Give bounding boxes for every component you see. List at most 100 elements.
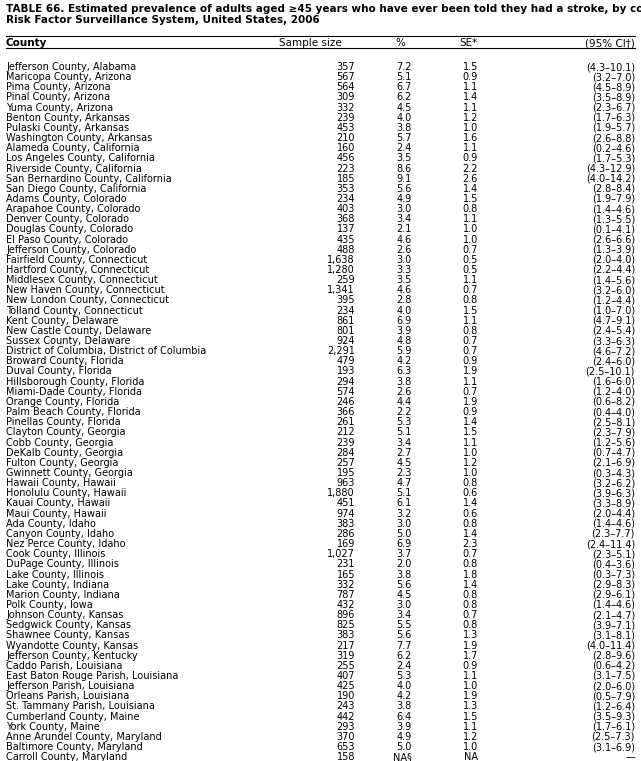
Text: (0.5–7.9): (0.5–7.9): [592, 691, 635, 702]
Text: (2.9–6.1): (2.9–6.1): [592, 590, 635, 600]
Text: 261: 261: [337, 417, 355, 427]
Text: (3.2–6.2): (3.2–6.2): [592, 478, 635, 488]
Text: Caddo Parish, Louisiana: Caddo Parish, Louisiana: [6, 661, 122, 671]
Text: 0.8: 0.8: [463, 600, 478, 610]
Text: 0.8: 0.8: [463, 590, 478, 600]
Text: Jefferson Parish, Louisiana: Jefferson Parish, Louisiana: [6, 681, 135, 691]
Text: 2.4: 2.4: [397, 661, 412, 671]
Text: 4.7: 4.7: [397, 478, 412, 488]
Text: Maricopa County, Arizona: Maricopa County, Arizona: [6, 72, 131, 82]
Text: (2.5–8.1): (2.5–8.1): [592, 417, 635, 427]
Text: 0.7: 0.7: [463, 245, 478, 255]
Text: Los Angeles County, California: Los Angeles County, California: [6, 154, 155, 164]
Text: 1.8: 1.8: [463, 569, 478, 579]
Text: Fulton County, Georgia: Fulton County, Georgia: [6, 458, 119, 468]
Text: 2.3: 2.3: [463, 539, 478, 549]
Text: Honolulu County, Hawaii: Honolulu County, Hawaii: [6, 489, 126, 498]
Text: 4.5: 4.5: [397, 103, 412, 113]
Text: 223: 223: [337, 164, 355, 174]
Text: (3.3–6.3): (3.3–6.3): [592, 336, 635, 346]
Text: 2.2: 2.2: [397, 407, 412, 417]
Text: 319: 319: [337, 651, 355, 661]
Text: Middlesex County, Connecticut: Middlesex County, Connecticut: [6, 275, 158, 285]
Text: 5.9: 5.9: [397, 346, 412, 356]
Text: 4.5: 4.5: [397, 590, 412, 600]
Text: Denver County, Colorado: Denver County, Colorado: [6, 215, 129, 224]
Text: 432: 432: [337, 600, 355, 610]
Text: 6.1: 6.1: [397, 498, 412, 508]
Text: 286: 286: [337, 529, 355, 539]
Text: 3.8: 3.8: [397, 569, 412, 579]
Text: 1.4: 1.4: [463, 417, 478, 427]
Text: 3.5: 3.5: [397, 154, 412, 164]
Text: (4.3–12.9): (4.3–12.9): [586, 164, 635, 174]
Text: 3.8: 3.8: [397, 377, 412, 387]
Text: 1.0: 1.0: [463, 447, 478, 457]
Text: 3.0: 3.0: [397, 519, 412, 529]
Text: (2.0–6.0): (2.0–6.0): [592, 681, 635, 691]
Text: 243: 243: [337, 702, 355, 712]
Text: (1.7–5.3): (1.7–5.3): [592, 154, 635, 164]
Text: 1.9: 1.9: [463, 397, 478, 407]
Text: (2.9–8.3): (2.9–8.3): [592, 580, 635, 590]
Text: 1,027: 1,027: [327, 549, 355, 559]
Text: 2.0: 2.0: [397, 559, 412, 569]
Text: 1.2: 1.2: [463, 113, 478, 123]
Text: 1.0: 1.0: [463, 742, 478, 752]
Text: 1.0: 1.0: [463, 123, 478, 133]
Text: 4.6: 4.6: [397, 234, 412, 244]
Text: 3.4: 3.4: [397, 610, 412, 620]
Text: 257: 257: [337, 458, 355, 468]
Text: Marion County, Indiana: Marion County, Indiana: [6, 590, 120, 600]
Text: Lake County, Indiana: Lake County, Indiana: [6, 580, 109, 590]
Text: 293: 293: [337, 721, 355, 732]
Text: 451: 451: [337, 498, 355, 508]
Text: DeKalb County, Georgia: DeKalb County, Georgia: [6, 447, 123, 457]
Text: York County, Maine: York County, Maine: [6, 721, 100, 732]
Text: 1.1: 1.1: [463, 215, 478, 224]
Text: 1.0: 1.0: [463, 681, 478, 691]
Text: 896: 896: [337, 610, 355, 620]
Text: 190: 190: [337, 691, 355, 702]
Text: 7.7: 7.7: [397, 641, 412, 651]
Text: 185: 185: [337, 174, 355, 183]
Text: 4.9: 4.9: [397, 732, 412, 742]
Text: 861: 861: [337, 316, 355, 326]
Text: El Paso County, Colorado: El Paso County, Colorado: [6, 234, 128, 244]
Text: Riverside County, California: Riverside County, California: [6, 164, 142, 174]
Text: (1.2–5.6): (1.2–5.6): [592, 438, 635, 447]
Text: 0.6: 0.6: [463, 489, 478, 498]
Text: 1.0: 1.0: [463, 468, 478, 478]
Text: 5.3: 5.3: [397, 671, 412, 681]
Text: (4.0–14.2): (4.0–14.2): [586, 174, 635, 183]
Text: 1.6: 1.6: [463, 133, 478, 143]
Text: (0.4–4.0): (0.4–4.0): [592, 407, 635, 417]
Text: 4.6: 4.6: [397, 285, 412, 295]
Text: 1.1: 1.1: [463, 316, 478, 326]
Text: Gwinnett County, Georgia: Gwinnett County, Georgia: [6, 468, 133, 478]
Text: 963: 963: [337, 478, 355, 488]
Text: 366: 366: [337, 407, 355, 417]
Text: East Baton Rouge Parish, Louisiana: East Baton Rouge Parish, Louisiana: [6, 671, 178, 681]
Text: 1.4: 1.4: [463, 498, 478, 508]
Text: 4.2: 4.2: [397, 691, 412, 702]
Text: (4.5–8.9): (4.5–8.9): [592, 82, 635, 92]
Text: 4.0: 4.0: [397, 306, 412, 316]
Text: 5.7: 5.7: [397, 133, 412, 143]
Text: (2.5–7.3): (2.5–7.3): [592, 732, 635, 742]
Text: (2.8–9.6): (2.8–9.6): [592, 651, 635, 661]
Text: Hawaii County, Hawaii: Hawaii County, Hawaii: [6, 478, 116, 488]
Text: Sussex County, Delaware: Sussex County, Delaware: [6, 336, 131, 346]
Text: (3.1–6.9): (3.1–6.9): [592, 742, 635, 752]
Text: 479: 479: [337, 356, 355, 366]
Text: Cook County, Illinois: Cook County, Illinois: [6, 549, 105, 559]
Text: Polk County, Iowa: Polk County, Iowa: [6, 600, 93, 610]
Text: (1.9–5.7): (1.9–5.7): [592, 123, 635, 133]
Text: 368: 368: [337, 215, 355, 224]
Text: Anne Arundel County, Maryland: Anne Arundel County, Maryland: [6, 732, 162, 742]
Text: (0.3–4.3): (0.3–4.3): [592, 468, 635, 478]
Text: 1.1: 1.1: [463, 721, 478, 732]
Text: 0.9: 0.9: [463, 407, 478, 417]
Text: 403: 403: [337, 204, 355, 214]
Text: (4.3–10.1): (4.3–10.1): [586, 62, 635, 72]
